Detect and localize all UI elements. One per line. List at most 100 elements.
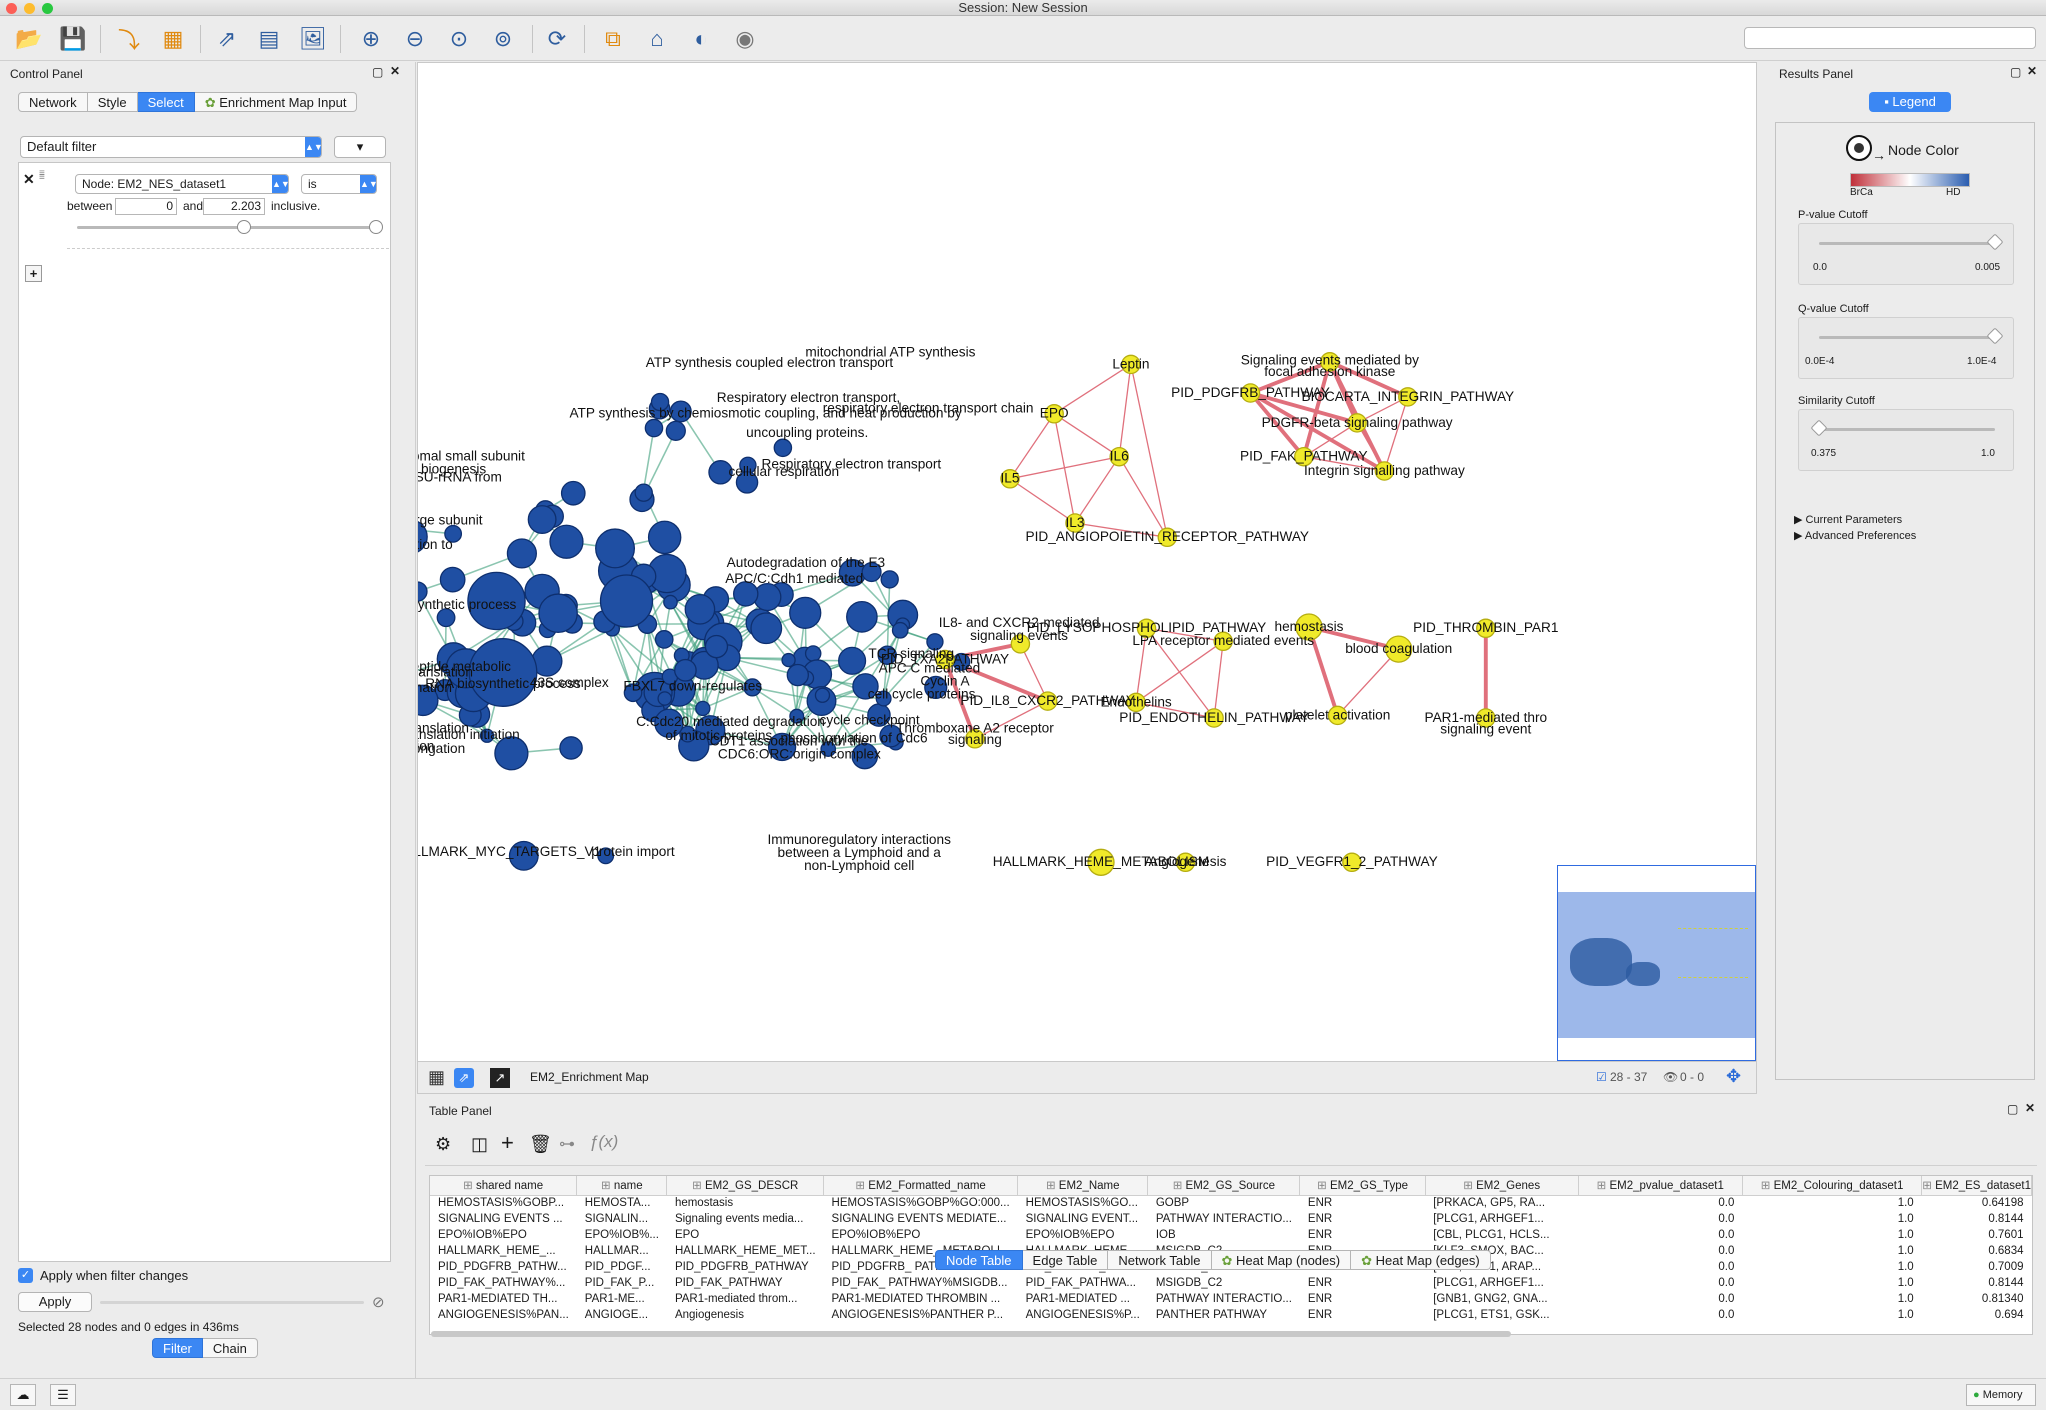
network-edge[interactable]: [822, 654, 888, 696]
network-edge[interactable]: [1118, 456, 1168, 538]
table-cell[interactable]: PID_PDGFRB_PATHW...: [438, 1261, 567, 1273]
network-node[interactable]: [1121, 354, 1141, 375]
table-cell[interactable]: [GNB1, GNG2, GNA...: [1433, 1293, 1548, 1305]
table-cell[interactable]: PID_PDGF...: [584, 1261, 651, 1273]
network-edge[interactable]: [1145, 627, 1215, 719]
tab-filter[interactable]: Filter: [152, 1338, 203, 1358]
network-node[interactable]: [789, 596, 822, 629]
network-node[interactable]: [418, 520, 428, 554]
max-value-input[interactable]: 2.203: [203, 198, 265, 215]
table-cell[interactable]: HALLMARK_HEME_MET...: [674, 1245, 816, 1257]
network-node[interactable]: [814, 687, 831, 703]
filter-select[interactable]: Default filter ▲▼: [20, 136, 323, 158]
table-cell[interactable]: PID_FAK_PATHWA...: [1025, 1277, 1136, 1289]
tab-enrichment-map-input[interactable]: ✿ Enrichment Map Input: [194, 92, 358, 112]
table-cell[interactable]: 0.0: [1718, 1293, 1735, 1305]
table-row[interactable]: PID_FAK_PATHWAY%... PID_FAK_P... PID_FAK_P…: [430, 1275, 2032, 1291]
table-cell[interactable]: ENR: [1307, 1293, 1333, 1305]
similarity-slider-handle[interactable]: [1810, 419, 1828, 437]
search-input[interactable]: [1744, 27, 2036, 49]
table-cell[interactable]: hemostasis: [674, 1197, 734, 1210]
table-cell[interactable]: 1.0: [1897, 1245, 1914, 1257]
table-cell[interactable]: [PLCG1, ARHGEF1...: [1433, 1277, 1544, 1289]
network-node[interactable]: [506, 538, 537, 569]
network-node[interactable]: [789, 708, 805, 724]
table-row[interactable]: EPO%IOB%EPO EPO%IOB%... EPO EPO%IOB%EPO EPO%…: [430, 1227, 2032, 1243]
table-cell[interactable]: EPO%IOB%...: [584, 1229, 659, 1241]
import-network-icon[interactable]: ⤵: [117, 28, 140, 53]
node-column-select[interactable]: Node: EM2_NES_dataset1 ▲▼: [75, 174, 290, 194]
network-node[interactable]: [1175, 852, 1196, 873]
network-edge[interactable]: [1337, 648, 1400, 716]
table-cell[interactable]: HEMOSTA...: [584, 1197, 651, 1210]
network-node[interactable]: [695, 700, 711, 717]
network-node[interactable]: [935, 649, 955, 670]
table-cell[interactable]: PANTHER PATHWAY: [1155, 1309, 1267, 1321]
table-cell[interactable]: 0.0: [1718, 1309, 1735, 1321]
network-edge[interactable]: [943, 658, 977, 740]
network-edge[interactable]: [974, 700, 1048, 740]
table-cell[interactable]: HALLMAR...: [584, 1245, 649, 1257]
table-cell[interactable]: ENR: [1307, 1197, 1333, 1210]
open-session-icon[interactable]: 📂: [15, 26, 43, 51]
network-node[interactable]: [650, 392, 670, 412]
table-cell[interactable]: GOBP: [1155, 1197, 1190, 1210]
apply-button[interactable]: Apply: [18, 1292, 92, 1312]
network-node[interactable]: [804, 645, 822, 662]
table-cell[interactable]: [CBL, PLCG1, HCLS...: [1433, 1229, 1550, 1241]
refresh-icon[interactable]: ⟳: [547, 26, 567, 51]
task-list-icon[interactable]: ☰: [50, 1384, 76, 1406]
table-cell[interactable]: HEMOSTASIS%GO...: [1025, 1197, 1138, 1210]
network-node[interactable]: [1204, 708, 1224, 728]
network-node[interactable]: [786, 663, 809, 687]
network-edge[interactable]: [1009, 413, 1055, 480]
tab-heatmap-edges[interactable]: ✿ Heat Map (edges): [1351, 1250, 1491, 1270]
table-cell[interactable]: 0.7009: [1988, 1261, 2024, 1273]
table-row[interactable]: ANGIOGENESIS%PAN... ANGIOGE... Angiogenesi…: [430, 1307, 2032, 1323]
close-window-button[interactable]: [6, 3, 17, 14]
qvalue-slider-handle[interactable]: [1986, 327, 2004, 345]
network-overview[interactable]: [1557, 865, 1756, 1061]
network-node[interactable]: [773, 438, 793, 458]
table-cell[interactable]: 1.0: [1897, 1229, 1914, 1241]
table-cell[interactable]: PAR1-MEDIATED THROMBIN ...: [831, 1293, 1001, 1305]
network-node[interactable]: [467, 571, 526, 631]
network-node[interactable]: [418, 581, 428, 602]
network-node[interactable]: [595, 528, 636, 569]
qvalue-slider[interactable]: [1819, 336, 1995, 339]
function-builder-icon[interactable]: ƒ(x): [589, 1132, 619, 1151]
network-node[interactable]: [684, 593, 716, 625]
network-edge[interactable]: [632, 623, 649, 693]
table-cell[interactable]: SIGNALING EVENTS MEDIATE...: [831, 1213, 1007, 1225]
network-node[interactable]: [444, 524, 463, 543]
network-node[interactable]: [647, 520, 682, 555]
table-cell[interactable]: 1.0: [1897, 1213, 1914, 1225]
home-icon[interactable]: ⌂: [650, 26, 664, 51]
column-header[interactable]: ⊞ EM2_Colouring_dataset1: [1742, 1176, 1923, 1196]
network-node[interactable]: [644, 418, 664, 438]
range-slider-min-handle[interactable]: [237, 220, 251, 234]
table-cell[interactable]: ANGIOGENESIS%PAN...: [438, 1309, 569, 1321]
network-edge[interactable]: [1328, 360, 1409, 399]
table-cell[interactable]: 1.0: [1897, 1309, 1914, 1321]
table-cell[interactable]: 0.0: [1718, 1261, 1735, 1273]
table-cell[interactable]: 0.0: [1718, 1213, 1735, 1225]
network-node[interactable]: [704, 634, 729, 659]
zoom-out-icon[interactable]: ⊖: [405, 26, 425, 51]
columns-icon[interactable]: ◫: [471, 1134, 489, 1154]
table-cell[interactable]: 0.6834: [1988, 1245, 2024, 1257]
zoom-window-button[interactable]: [42, 3, 53, 14]
table-row[interactable]: SIGNALING EVENTS ... SIGNALIN... Signaling…: [430, 1211, 2032, 1227]
table-cell[interactable]: PID_FAK_ PATHWAY%MSIGDB...: [831, 1277, 1008, 1289]
fit-network-icon[interactable]: ✥: [1726, 1066, 1742, 1086]
table-cell[interactable]: [PLCG1, ETS1, GSK...: [1433, 1309, 1550, 1321]
tab-chain[interactable]: Chain: [202, 1338, 258, 1358]
network-node[interactable]: [1136, 618, 1157, 639]
export-image-icon[interactable]: 🖼: [299, 26, 327, 51]
tab-network[interactable]: Network: [18, 92, 88, 112]
network-node[interactable]: [1320, 352, 1340, 372]
network-node[interactable]: [1347, 413, 1367, 433]
cancel-icon[interactable]: ⊘: [372, 1294, 385, 1311]
network-edge[interactable]: [1213, 641, 1224, 719]
table-cell[interactable]: ENR: [1307, 1229, 1333, 1241]
